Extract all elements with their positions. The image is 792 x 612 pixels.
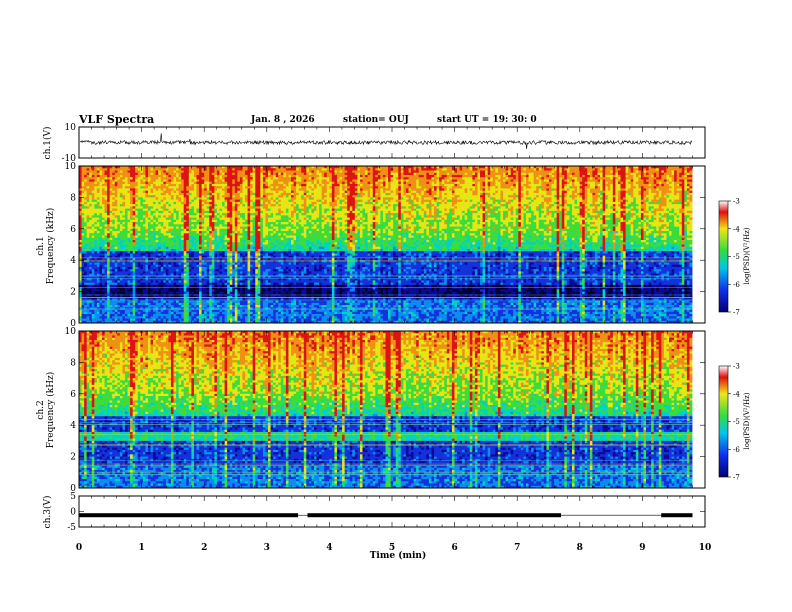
ch2-spectrogram-ylabel-line1: ch.2: [36, 400, 46, 419]
ch1-spectrogram-image: [79, 166, 705, 324]
ch3-signal-ytick-label: 5: [70, 492, 76, 502]
ch1-spectrogram-ylabel-line1: ch.1: [36, 236, 46, 255]
ch1-spectrogram-panel: [78, 165, 706, 324]
ch1-spectrogram-ytick-label: 8: [70, 193, 76, 203]
ch2-spectrogram-ytick-label: 6: [70, 390, 76, 400]
ch2-spectrogram-ytick-label: 0: [70, 484, 76, 494]
ch2-spectrogram-ytick-label: 4: [70, 421, 76, 431]
ch1-spectrogram-ytick-label: 4: [70, 256, 76, 266]
recording-date: Jan. 8 , 2026: [251, 115, 315, 125]
time-axis-ticks: 0 1 2 3 4 5 6 7 8 9 10: [76, 127, 711, 553]
time-tick-label: 4: [326, 543, 332, 553]
time-tick-label: 6: [451, 543, 457, 553]
ch2-spectrogram-ylabel-line2: Frequency (kHz): [45, 372, 56, 449]
ch3-signal-segment: [307, 513, 562, 518]
ch2-colorbar-tick-label: -3: [733, 363, 740, 371]
ch2-colorbar-tick-label: -6: [733, 446, 740, 454]
ch2-spectrogram-panel: [78, 330, 706, 489]
ch3-signal-trace: [79, 513, 693, 518]
ch1-spectrogram-ytick-label: 0: [70, 319, 76, 329]
ch3-signal-ytick-label: -5: [67, 523, 76, 533]
ch2-colorbar-tick-label: -5: [733, 418, 740, 426]
time-tick-label: 3: [264, 543, 270, 553]
ch2-spectrogram-ytick-label: 10: [65, 327, 77, 337]
ch2-colorbar-label: log(PSD)(V²/Hz): [743, 392, 751, 449]
ch2-colorbar-tick-label: -7: [733, 474, 740, 482]
ch1-colorbar-tick-label: -4: [733, 225, 740, 233]
time-tick-label: 8: [577, 543, 583, 553]
ch1-colorbar-tick-label: -6: [733, 281, 740, 289]
ch1-colorbar-scale: [718, 200, 729, 313]
ch1-colorbar-label: log(PSD)(V²/Hz): [743, 227, 751, 284]
ch2-colorbar-scale: [718, 365, 729, 478]
ch3-signal-segment: [661, 513, 693, 518]
ch1-spectrogram-ytick-label: 2: [70, 288, 76, 298]
ch2-colorbar: -3 -4 -5 -6 -7 log(PSD)(V²/Hz): [718, 363, 751, 482]
ch2-spectrogram-image: [79, 331, 705, 489]
time-axis-label: Time (min): [370, 550, 427, 561]
ch1-spectrogram-ylabel-line2: Frequency (kHz): [45, 208, 56, 285]
ch1-waveform-ytick-label: 10: [65, 123, 77, 133]
ch2-colorbar-tick-label: -4: [733, 390, 740, 398]
ch3-signal-ylabel: ch.3(V): [42, 496, 53, 529]
ch1-waveform-ytick-label: -10: [62, 154, 77, 164]
ch3-signal-ytick-label: 0: [70, 508, 76, 518]
ch1-waveform-ylabel: ch.1(V): [42, 127, 53, 160]
ch1-waveform-trace: [79, 133, 693, 149]
time-tick-label: 2: [201, 543, 207, 553]
station-label: station= OUJ: [343, 115, 409, 125]
ch1-colorbar-tick-label: -5: [733, 253, 740, 261]
time-tick-label: 7: [514, 543, 520, 553]
ch1-waveform-line: [79, 133, 693, 149]
chart-title: VLF Spectra: [79, 113, 154, 126]
ch3-signal-segment: [79, 513, 299, 518]
ch1-colorbar-tick-label: -7: [733, 309, 740, 317]
ch1-spectrogram-ytick-label: 6: [70, 225, 76, 235]
time-tick-label: 0: [76, 543, 82, 553]
ch2-spectrogram-ytick-label: 2: [70, 453, 76, 463]
time-tick-label: 1: [138, 543, 144, 553]
start-time-label: start UT = 19: 30: 0: [437, 115, 537, 125]
ch1-colorbar: -3 -4 -5 -6 -7 log(PSD)(V²/Hz): [718, 198, 751, 317]
time-tick-label: 5: [389, 543, 395, 553]
ch1-spectrogram-ytick-label: 10: [65, 162, 77, 172]
time-tick-label: 9: [639, 543, 645, 553]
ch1-colorbar-tick-label: -3: [733, 198, 740, 206]
time-tick-label: 10: [699, 543, 712, 553]
ch2-spectrogram-ytick-label: 8: [70, 358, 76, 368]
